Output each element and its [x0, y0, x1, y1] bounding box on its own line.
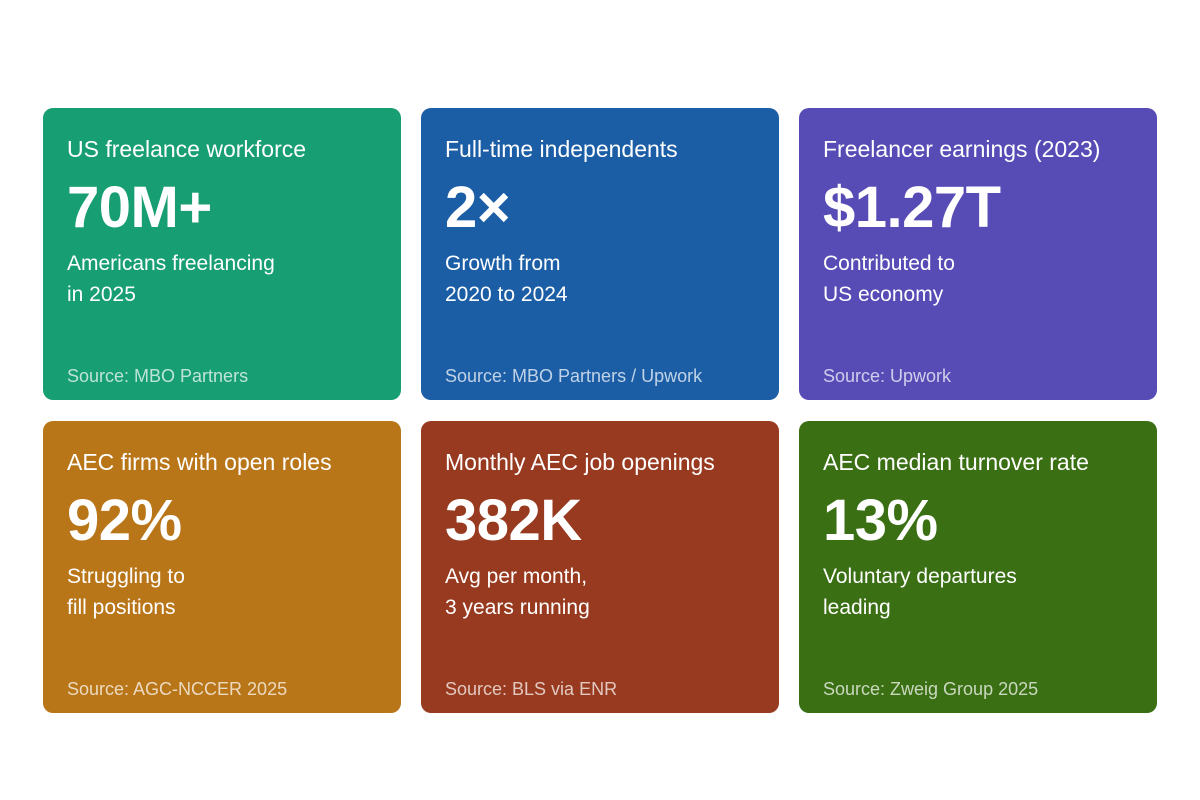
stat-card-aec-job-openings: Monthly AEC job openings 382K Avg per mo… [421, 421, 779, 713]
stat-card-freelancer-earnings: Freelancer earnings (2023) $1.27T Contri… [799, 108, 1157, 400]
stat-description-line: Contributed to [823, 252, 955, 275]
stat-value: 13% [823, 488, 938, 553]
stat-label: Full-time independents [445, 136, 678, 162]
stat-description-line: 2020 to 2024 [445, 283, 568, 306]
stat-source: Source: MBO Partners / Upwork [445, 366, 703, 386]
stat-card-full-time-independents: Full-time independents 2× Growth from 20… [421, 108, 779, 400]
stat-value: 92% [67, 488, 182, 553]
stat-description: Contributed to US economy [823, 248, 1133, 310]
stat-card-freelance-workforce: US freelance workforce 70M+ Americans fr… [43, 108, 401, 400]
stat-label: AEC median turnover rate [823, 449, 1089, 475]
stat-description-line: Avg per month, [445, 565, 588, 588]
stat-source: Source: AGC-NCCER 2025 [67, 679, 288, 699]
stat-description-line: 3 years running [445, 596, 590, 619]
stat-description: Avg per month, 3 years running [445, 561, 755, 623]
stat-description-line: Americans freelancing [67, 252, 275, 275]
stat-label: US freelance workforce [67, 136, 307, 162]
stat-source: Source: Upwork [823, 366, 952, 386]
stats-grid: US freelance workforce 70M+ Americans fr… [43, 108, 1157, 713]
stat-value: 2× [445, 175, 511, 240]
stat-description-line: leading [823, 596, 891, 619]
stat-source: Source: BLS via ENR [445, 679, 618, 699]
stat-description-line: in 2025 [67, 283, 136, 306]
stat-description: Voluntary departures leading [823, 561, 1133, 623]
stat-description-line: Voluntary departures [823, 565, 1017, 588]
stat-card-aec-open-roles: AEC firms with open roles 92% Struggling… [43, 421, 401, 713]
stat-card-aec-turnover-rate: AEC median turnover rate 13% Voluntary d… [799, 421, 1157, 713]
stat-description-line: Struggling to [67, 565, 185, 588]
stat-description-line: Growth from [445, 252, 561, 275]
stat-label: Freelancer earnings (2023) [823, 136, 1101, 162]
stat-description-line: US economy [823, 283, 944, 306]
stat-value: $1.27T [823, 175, 1001, 240]
stat-value: 70M+ [67, 175, 212, 240]
stat-description: Americans freelancing in 2025 [67, 248, 377, 310]
stat-source: Source: Zweig Group 2025 [823, 679, 1039, 699]
stat-description: Growth from 2020 to 2024 [445, 248, 755, 310]
stat-value: 382K [445, 488, 582, 553]
stat-description-line: fill positions [67, 596, 176, 619]
stat-source: Source: MBO Partners [67, 366, 249, 386]
stat-description: Struggling to fill positions [67, 561, 377, 623]
stat-label: Monthly AEC job openings [445, 449, 715, 475]
stat-label: AEC firms with open roles [67, 449, 332, 475]
